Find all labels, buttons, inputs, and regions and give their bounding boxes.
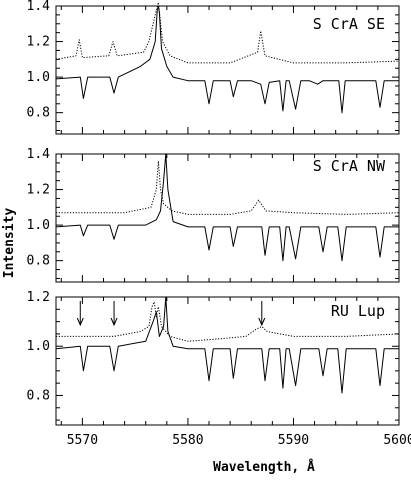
plot-frame bbox=[55, 153, 400, 283]
solid-spectrum-line bbox=[55, 5, 399, 114]
y-tick-label: 1.2 bbox=[27, 290, 50, 305]
y-tick-label: 0.8 bbox=[27, 254, 50, 269]
plot-frame bbox=[55, 296, 400, 426]
arrow-head-icon bbox=[110, 317, 118, 327]
solid-spectrum-line bbox=[55, 296, 399, 394]
arrow-head-icon bbox=[258, 317, 266, 327]
dotted-spectrum-line bbox=[56, 160, 400, 215]
panel-2: 0.8 1.0 1.2 1.4 S CrA NW bbox=[27, 147, 400, 283]
dotted-spectrum-line bbox=[55, 1, 400, 64]
x-tick-label: 5570 bbox=[67, 433, 98, 448]
y-tick-label: 0.8 bbox=[27, 388, 50, 403]
panel-label: S CrA NW bbox=[313, 157, 386, 175]
panel-3: 0.8 1.0 1.2 RU Lup bbox=[27, 290, 400, 426]
y-tick-label: 1.0 bbox=[27, 218, 50, 233]
x-tick-label: 5590 bbox=[278, 433, 309, 448]
x-tick-label: 5600 bbox=[383, 433, 411, 448]
panel-label: RU Lup bbox=[331, 302, 385, 320]
y-tick-label: 1.4 bbox=[27, 147, 51, 162]
panel-1: 0.8 1.0 1.2 1.4 S CrA SE bbox=[27, 0, 400, 135]
plot-frame bbox=[55, 5, 400, 135]
panel-label: S CrA SE bbox=[313, 15, 385, 33]
arrow-head-icon bbox=[76, 317, 84, 327]
y-tick-label: 1.0 bbox=[27, 70, 50, 85]
y-tick-label: 1.2 bbox=[27, 35, 50, 50]
y-tick-label: 1.4 bbox=[27, 0, 51, 14]
x-axis-title: Wavelength, Å bbox=[213, 459, 315, 475]
y-axis-title: Intensity bbox=[2, 208, 17, 279]
solid-spectrum-line bbox=[55, 153, 399, 262]
panels-group: 0.8 1.0 1.2 1.4 S CrA SE 0.8 1.0 1.2 1.4 S CrA NW… bbox=[27, 0, 411, 448]
y-tick-label: 1.2 bbox=[27, 183, 50, 198]
x-tick-label: 5580 bbox=[172, 433, 203, 448]
y-tick-label: 0.8 bbox=[27, 106, 50, 121]
y-tick-label: 1.0 bbox=[27, 339, 50, 354]
dotted-spectrum-line bbox=[56, 301, 400, 342]
